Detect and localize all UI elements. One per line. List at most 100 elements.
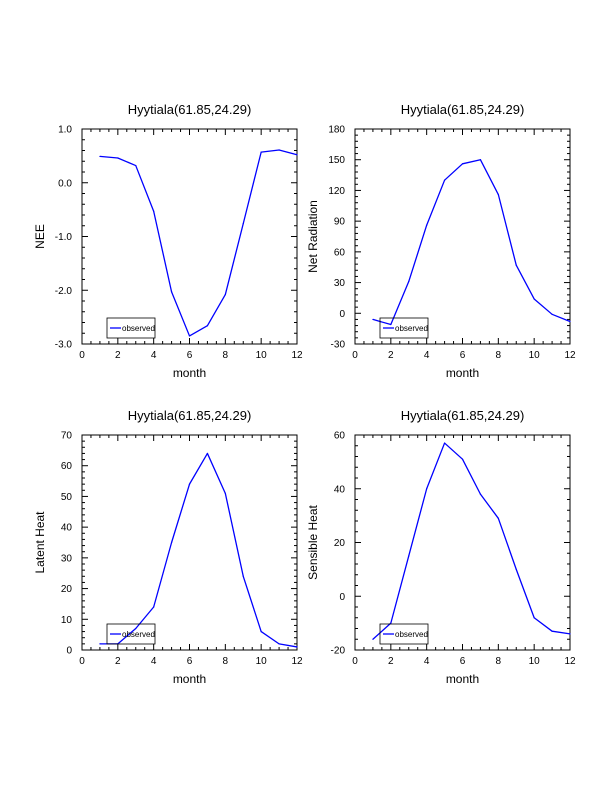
data-point: [515, 568, 517, 570]
y-axis-label: Net Radiation: [306, 200, 320, 273]
y-tick-label: 30: [61, 553, 73, 564]
chart-panel-2: Hyytiala(61.85,24.29) 0 2 4 6 8 10 12 -30 0 30 60 90…: [306, 102, 576, 380]
data-point: [461, 458, 464, 460]
data-point: [260, 630, 262, 633]
data-point: [188, 335, 191, 337]
y-tick-label: 60: [61, 461, 73, 472]
y-axis-label: Latent Heat: [33, 511, 47, 574]
data-point: [260, 151, 262, 153]
chart-title: Hyytiala(61.85,24.29): [128, 408, 252, 423]
x-tick-label: 8: [496, 656, 502, 667]
data-point: [479, 159, 482, 161]
x-tick-label: 0: [79, 656, 85, 667]
legend-box: [106, 623, 156, 645]
data-point: [426, 488, 428, 490]
x-axis-label: month: [446, 366, 479, 380]
chart-title: Hyytiala(61.85,24.29): [401, 408, 525, 423]
data-point: [443, 442, 446, 444]
chart-title: Hyytiala(61.85,24.29): [401, 102, 525, 117]
x-tick-label: 2: [388, 656, 394, 667]
legend-box: [379, 623, 429, 645]
data-point: [135, 164, 137, 167]
y-tick-label: 0: [66, 646, 72, 657]
y-tick-label: 60: [334, 431, 346, 442]
data-point: [135, 627, 137, 630]
y-tick-label: 50: [61, 492, 73, 503]
data-point: [170, 291, 173, 293]
plot-frame: [81, 434, 298, 651]
series-line-observed: [372, 442, 571, 640]
data-point: [551, 630, 553, 632]
x-tick-label: 8: [223, 350, 229, 361]
y-tick-label: 120: [328, 186, 345, 197]
data-point: [153, 210, 155, 212]
y-tick-label: 20: [61, 584, 73, 595]
data-point: [242, 223, 244, 225]
y-tick-label: 0: [339, 309, 345, 320]
y-tick-label: 1.0: [58, 125, 72, 136]
x-tick-label: 2: [115, 656, 121, 667]
data-point: [443, 179, 446, 181]
x-tick-label: 4: [151, 656, 157, 667]
y-tick-label: 70: [61, 431, 73, 442]
y-tick-label: 40: [61, 523, 73, 534]
data-point: [390, 622, 392, 624]
legend-label: observed: [122, 630, 155, 639]
data-point: [296, 154, 298, 156]
x-tick-label: 10: [529, 656, 541, 667]
legend-box: [106, 317, 156, 339]
x-tick-label: 12: [291, 656, 303, 667]
x-tick-label: 4: [424, 350, 430, 361]
x-tick-label: 2: [115, 350, 121, 361]
plot-frame: [354, 128, 571, 345]
data-point: [224, 492, 226, 494]
data-point: [569, 320, 571, 323]
x-tick-label: 0: [352, 350, 358, 361]
x-tick-label: 12: [564, 656, 576, 667]
y-tick-label: 40: [334, 484, 346, 495]
x-tick-label: 6: [187, 350, 193, 361]
data-point: [515, 264, 517, 266]
data-point: [153, 606, 155, 608]
y-tick-label: 90: [334, 217, 346, 228]
series-line-observed: [372, 159, 571, 326]
y-tick-label: 150: [328, 155, 345, 166]
data-point: [296, 646, 298, 648]
y-axis-label: Sensible Heat: [306, 504, 320, 579]
x-tick-label: 6: [460, 350, 466, 361]
data-point: [372, 318, 374, 321]
legend-label: observed: [122, 324, 155, 333]
data-point: [497, 517, 499, 519]
x-tick-label: 10: [529, 350, 541, 361]
data-point: [497, 193, 499, 196]
x-tick-label: 8: [223, 656, 229, 667]
chart-panel-4: Hyytiala(61.85,24.29) 0 2 4 6 8 10 12 -20 0 20 40 60…: [306, 408, 576, 686]
series-line-observed: [99, 452, 298, 648]
x-tick-label: 0: [352, 656, 358, 667]
legend-box: [379, 317, 429, 339]
x-tick-label: 2: [388, 350, 394, 361]
legend-label: observed: [395, 324, 428, 333]
legend-label: observed: [395, 630, 428, 639]
chart-panel-3: Hyytiala(61.85,24.29) 0 2 4 6 8 10 12 0 10 20 30 40 5…: [33, 408, 303, 686]
x-tick-label: 8: [496, 350, 502, 361]
plot-frame: [81, 128, 298, 345]
x-axis-label: month: [173, 672, 206, 686]
x-tick-label: 10: [256, 656, 268, 667]
x-tick-label: 10: [256, 350, 268, 361]
data-point: [390, 323, 392, 326]
data-point: [278, 149, 280, 151]
data-point: [372, 638, 374, 640]
data-point: [242, 575, 244, 577]
x-tick-label: 6: [460, 656, 466, 667]
data-point: [117, 157, 119, 159]
y-tick-label: 180: [328, 125, 345, 136]
data-point: [408, 280, 410, 283]
y-tick-label: -3.0: [55, 340, 73, 351]
x-axis-label: month: [446, 672, 479, 686]
plot-frame: [354, 434, 571, 651]
y-tick-label: -30: [331, 340, 346, 351]
y-tick-label: 20: [334, 538, 346, 549]
data-point: [533, 298, 535, 300]
